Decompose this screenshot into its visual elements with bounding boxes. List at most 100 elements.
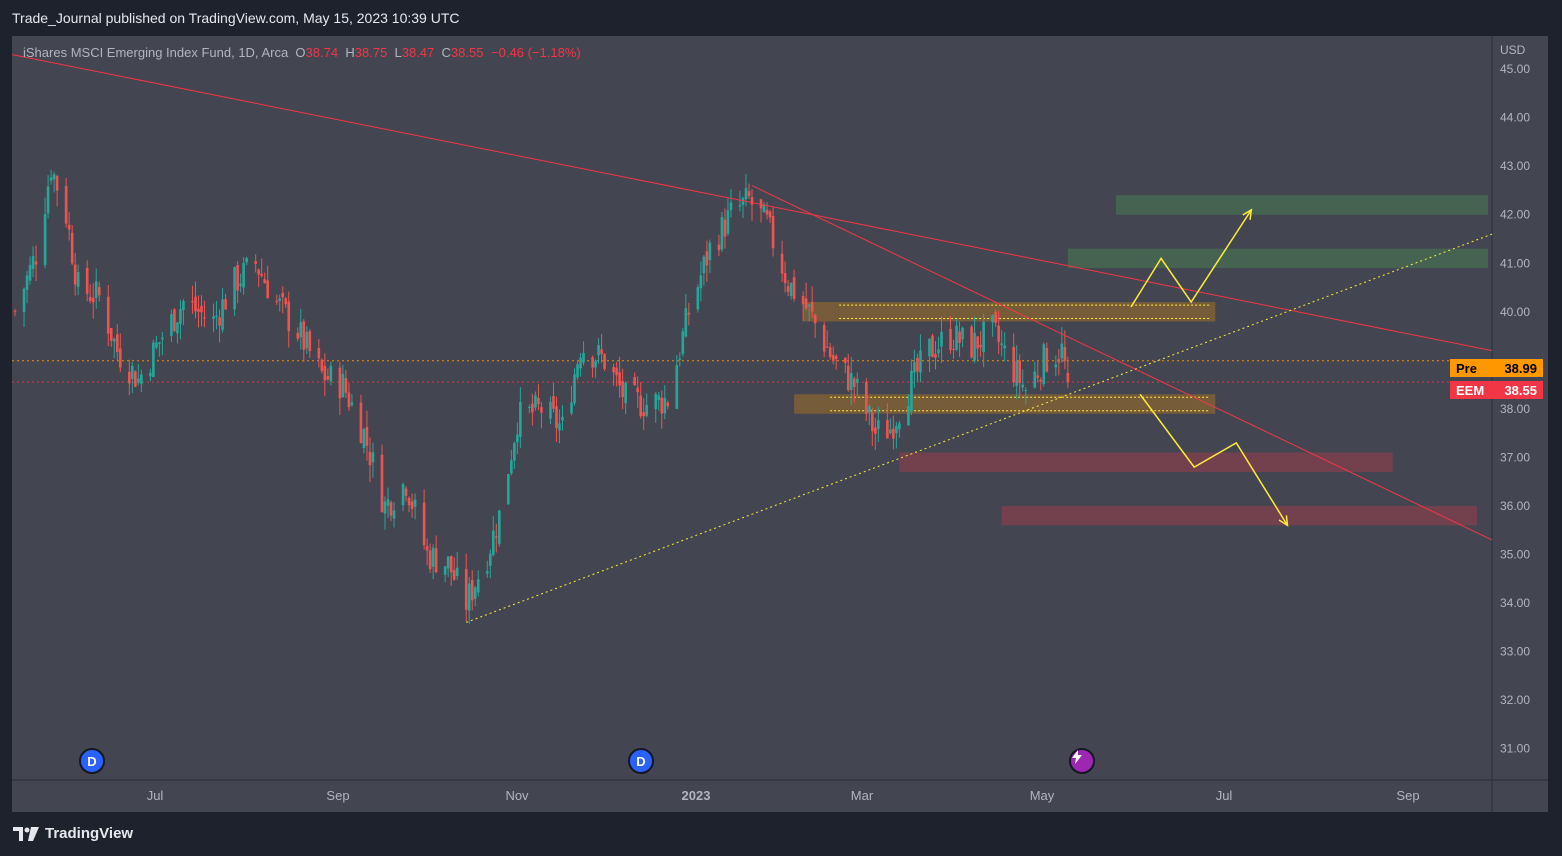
dividend-marker-1[interactable]: D bbox=[79, 748, 105, 774]
candle-body bbox=[302, 321, 306, 350]
candle-body bbox=[852, 378, 856, 387]
candle bbox=[323, 353, 327, 397]
time-tick-label: 2023 bbox=[682, 788, 711, 803]
candle bbox=[118, 333, 122, 373]
last-badge-value: 38.55 bbox=[1504, 382, 1537, 398]
candle-body bbox=[43, 214, 47, 266]
candle bbox=[931, 333, 934, 358]
candle bbox=[807, 303, 811, 322]
candle-body bbox=[1024, 390, 1028, 392]
candle bbox=[31, 246, 35, 278]
candle bbox=[822, 321, 826, 358]
candle bbox=[801, 291, 805, 322]
zone-pivot-3 bbox=[794, 394, 1216, 414]
candle bbox=[1000, 330, 1003, 357]
candle-body bbox=[257, 269, 260, 275]
candle bbox=[513, 441, 516, 469]
candle-body bbox=[128, 371, 131, 384]
candle-body bbox=[600, 349, 603, 354]
candle-body bbox=[741, 198, 745, 205]
candle bbox=[470, 570, 474, 611]
candle bbox=[594, 359, 597, 378]
candle bbox=[702, 254, 706, 286]
candle-body bbox=[97, 287, 101, 296]
candle bbox=[516, 422, 519, 455]
candle-body bbox=[895, 425, 898, 433]
price-tick-label: 31.00 bbox=[1500, 742, 1530, 756]
candle bbox=[849, 356, 853, 405]
candle bbox=[428, 543, 432, 574]
candle-body bbox=[91, 297, 95, 303]
projection-arrowhead bbox=[1278, 515, 1289, 527]
candle bbox=[1066, 356, 1070, 388]
candle-body bbox=[383, 501, 387, 514]
symbol-name: iShares MSCI Emerging Index Fund, 1D, Ar… bbox=[23, 45, 289, 60]
candle-body bbox=[1066, 372, 1070, 383]
price-chart[interactable]: USD 45.00 44.00 43.00 42.00 41.00 40.00 38.00 37… bbox=[12, 36, 1548, 812]
candle-body bbox=[434, 548, 438, 573]
pre-market-badge: Pre 38.99 bbox=[1450, 359, 1543, 377]
candle bbox=[618, 356, 621, 398]
candle-body bbox=[224, 299, 227, 310]
close-value: 38.55 bbox=[450, 45, 484, 60]
candle bbox=[158, 342, 161, 357]
candle bbox=[636, 376, 639, 408]
candle bbox=[28, 256, 32, 285]
candle bbox=[510, 449, 513, 476]
candle bbox=[991, 314, 994, 337]
candle bbox=[813, 313, 817, 339]
candle bbox=[85, 260, 89, 302]
candle bbox=[52, 171, 56, 193]
candle bbox=[831, 346, 835, 365]
candle-body bbox=[591, 357, 594, 368]
candle-body bbox=[510, 460, 513, 474]
candle bbox=[215, 300, 218, 330]
open-label: O bbox=[295, 45, 306, 60]
time-tick-label: Jul bbox=[1216, 788, 1233, 803]
candle-body bbox=[498, 510, 501, 544]
dividend-glyph: D bbox=[636, 753, 646, 769]
candle-body bbox=[615, 367, 618, 376]
candle-body bbox=[275, 300, 279, 302]
candle-body bbox=[537, 397, 540, 405]
candle bbox=[194, 281, 197, 319]
candle-body bbox=[907, 406, 910, 426]
tradingview-logo[interactable]: TradingView bbox=[13, 825, 133, 842]
candle bbox=[389, 500, 393, 522]
candle-body bbox=[699, 275, 703, 289]
candle bbox=[1018, 354, 1022, 398]
low-value: 38.47 bbox=[401, 45, 435, 60]
candle-body bbox=[170, 314, 173, 337]
candle bbox=[741, 196, 745, 218]
candle-body bbox=[182, 301, 185, 310]
chart-pane[interactable]: USD 45.00 44.00 43.00 42.00 41.00 40.00 38.00 37… bbox=[12, 36, 1548, 812]
dividend-marker-2[interactable]: D bbox=[628, 748, 654, 774]
candle-body bbox=[473, 587, 477, 599]
candle bbox=[161, 331, 164, 356]
candle-body bbox=[1000, 343, 1003, 346]
candle bbox=[729, 189, 733, 218]
candle-body bbox=[1063, 346, 1067, 362]
candle-body bbox=[422, 502, 426, 546]
candle bbox=[329, 361, 333, 386]
price-tick-label: 32.00 bbox=[1500, 693, 1530, 707]
candle bbox=[582, 341, 585, 366]
candle bbox=[64, 177, 68, 228]
candle-body bbox=[738, 205, 742, 207]
candle-body bbox=[865, 382, 868, 414]
candle bbox=[401, 482, 405, 512]
candle-body bbox=[28, 264, 32, 281]
candle bbox=[955, 319, 958, 352]
candle-body bbox=[892, 428, 895, 439]
candle bbox=[1060, 327, 1064, 363]
candle bbox=[825, 330, 829, 348]
last-price-badge: EEM 38.55 bbox=[1450, 381, 1543, 399]
candle bbox=[236, 261, 239, 304]
low-label: L bbox=[394, 45, 402, 60]
candle bbox=[534, 391, 537, 411]
earnings-marker[interactable] bbox=[1069, 748, 1095, 774]
candle bbox=[1015, 345, 1019, 400]
candle-body bbox=[783, 272, 787, 284]
candle-body bbox=[552, 396, 555, 409]
candle-body bbox=[780, 253, 784, 274]
